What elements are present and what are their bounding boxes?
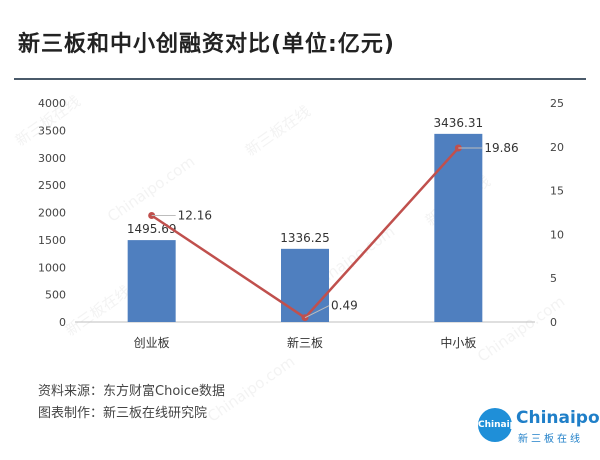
bar (127, 240, 176, 322)
x-tick-label: 创业板 (134, 336, 170, 350)
y-right-tick-label: 0 (550, 316, 557, 329)
y-right-tick-label: 5 (550, 272, 557, 285)
footer-maker: 图表制作：新三板在线研究院 (38, 406, 208, 421)
title-divider (14, 78, 586, 80)
y-left-tick-label: 1000 (38, 261, 66, 274)
y-left-tick-label: 2500 (38, 179, 66, 192)
y-right-tick-label: 20 (550, 141, 564, 154)
line-data-label: 19.86 (484, 141, 518, 155)
y-right-tick-label: 10 (550, 228, 564, 241)
brand-logo: Chinaipo Chinaipo 新三板在线 (478, 404, 600, 448)
bar-data-label: 1336.25 (280, 231, 330, 245)
bar (434, 133, 483, 322)
y-left-tick-label: 3000 (38, 152, 66, 165)
line-data-label: 0.49 (331, 299, 358, 313)
bar-data-label: 1495.69 (127, 222, 177, 236)
bar (281, 248, 329, 322)
y-left-tick-label: 4000 (38, 97, 66, 110)
logo-subtext: 新三板在线 (518, 434, 583, 445)
line-data-label: 12.16 (178, 208, 212, 222)
bar-data-label: 3436.31 (434, 116, 484, 130)
logo-icon: Chinaipo (478, 408, 522, 442)
y-left-tick-label: 1500 (38, 234, 66, 247)
y-right-tick-label: 25 (550, 97, 564, 110)
y-left-tick-label: 500 (45, 289, 66, 302)
line-label-leader (304, 305, 330, 319)
y-left-tick-label: 0 (59, 316, 66, 329)
combo-chart: 0 500 1000 1500 2000 2500 3000 3500 4000 0 5 10 15 20… (38, 97, 564, 350)
y-left-tick-label: 3500 (38, 124, 66, 137)
page-title: 新三板和中小创融资对比(单位:亿元) (18, 32, 395, 57)
y-right-tick-label: 15 (550, 185, 564, 198)
x-tick-label: 新三板 (287, 335, 323, 350)
y-left-tick-label: 2000 (38, 207, 66, 220)
footer-source: 资料来源：东方财富Choice数据 (38, 384, 226, 399)
logo-text: Chinaipo (516, 408, 600, 428)
x-tick-label: 中小板 (440, 335, 476, 350)
